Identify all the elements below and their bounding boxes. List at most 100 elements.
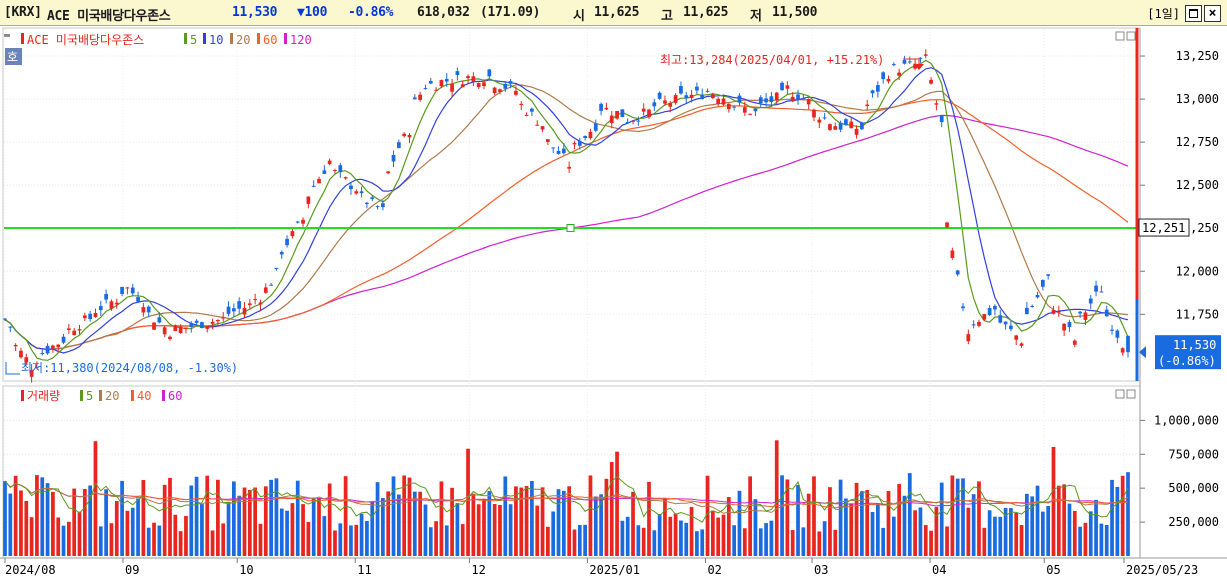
candle xyxy=(1126,335,1130,358)
maximize-button[interactable] xyxy=(1185,4,1202,22)
candle xyxy=(354,189,359,195)
candle xyxy=(450,78,454,98)
candle xyxy=(593,119,598,133)
candle-body xyxy=(801,98,806,100)
volume-bar xyxy=(253,487,258,556)
candle xyxy=(1019,342,1024,348)
candle-body xyxy=(343,177,348,179)
candle-body xyxy=(732,106,737,108)
candle xyxy=(870,89,875,98)
volume-bar xyxy=(833,529,838,556)
candle xyxy=(295,221,300,224)
candle xyxy=(1083,310,1088,326)
horizontal-line-handle[interactable] xyxy=(566,224,575,233)
volume-bar xyxy=(1120,475,1125,556)
volume-bars xyxy=(3,440,1130,556)
candle xyxy=(844,117,848,126)
candle-body xyxy=(881,72,886,80)
candle xyxy=(577,137,582,150)
candle xyxy=(311,180,316,188)
volume-bar xyxy=(104,489,108,556)
candle-body xyxy=(945,222,949,228)
candle xyxy=(402,132,407,138)
candle-body xyxy=(519,103,524,105)
price-panel-controls[interactable] xyxy=(1115,31,1136,41)
candle-body xyxy=(812,109,816,118)
volume-bar xyxy=(466,448,470,556)
volume-bar xyxy=(886,490,891,556)
stock-name[interactable]: ACE 미국배당다우존스 xyxy=(47,9,171,24)
candle-body xyxy=(631,120,635,122)
candle xyxy=(306,196,311,209)
candle xyxy=(652,98,657,111)
close-button[interactable]: × xyxy=(1204,4,1221,22)
high-value: 11,625 xyxy=(683,5,729,20)
candle-body xyxy=(737,95,742,103)
period-button[interactable]: [1일] xyxy=(1147,6,1180,21)
candle-body xyxy=(609,115,614,124)
legend-ma120: 120 xyxy=(290,33,312,47)
volume-bar xyxy=(561,490,566,556)
candle xyxy=(375,205,380,210)
candle xyxy=(1099,285,1104,293)
volume-bar xyxy=(381,497,385,556)
candle xyxy=(1062,323,1066,337)
hoga-button[interactable]: 호 xyxy=(5,48,22,65)
candle-body xyxy=(1078,311,1082,314)
panel-close-icon[interactable] xyxy=(1126,31,1136,41)
volume-bar xyxy=(487,491,492,556)
candle-body xyxy=(13,344,18,347)
candle-body xyxy=(269,284,273,286)
candle-body xyxy=(742,107,747,113)
candle-body xyxy=(178,326,183,333)
candle xyxy=(205,325,210,333)
price-change: ▼100 xyxy=(297,5,328,20)
candle xyxy=(1025,302,1029,315)
volume-bar xyxy=(157,525,162,556)
candle-body xyxy=(774,92,779,101)
candle xyxy=(753,107,758,116)
candle xyxy=(428,78,433,85)
volume-panel-restore-icon[interactable] xyxy=(1115,389,1125,399)
candle xyxy=(1120,347,1125,356)
volume-bar xyxy=(758,528,763,556)
market-label: [KRX] xyxy=(4,5,42,20)
candle xyxy=(875,81,880,98)
candle-body xyxy=(929,79,933,84)
candle-body xyxy=(98,306,103,311)
horizontal-line-label: 12,251 xyxy=(1142,221,1185,235)
volume-bar xyxy=(168,477,172,556)
volume-bar xyxy=(993,516,997,556)
candle-body xyxy=(455,71,460,75)
candle-body xyxy=(907,61,912,63)
volume-bar xyxy=(194,476,199,556)
candle-body xyxy=(40,352,45,354)
candle xyxy=(705,88,710,93)
candle-body xyxy=(418,94,423,100)
volume-bar xyxy=(306,521,311,556)
ma5-line xyxy=(4,59,1129,361)
candle-body xyxy=(231,308,236,312)
open-value: 11,625 xyxy=(594,5,640,20)
candle xyxy=(173,324,178,332)
candle xyxy=(710,92,715,100)
candle-body xyxy=(780,82,784,91)
candle xyxy=(977,319,981,328)
volume-panel-close-icon[interactable] xyxy=(1126,389,1136,399)
volume-bar xyxy=(881,527,886,556)
panel-menu-icon[interactable]: ▬ xyxy=(4,30,10,41)
candle xyxy=(742,101,747,116)
volume-bar xyxy=(657,513,662,556)
volume-bar xyxy=(365,520,369,556)
candle-body xyxy=(870,90,875,94)
candle-body xyxy=(130,287,135,294)
candle xyxy=(881,71,886,84)
candle xyxy=(482,79,486,90)
date-tick-label: 04 xyxy=(932,563,946,577)
volume-panel-controls[interactable] xyxy=(1115,389,1136,399)
volume-bar xyxy=(567,486,572,556)
candle xyxy=(40,348,45,356)
volume-bar xyxy=(114,500,119,556)
panel-restore-icon[interactable] xyxy=(1115,31,1125,41)
